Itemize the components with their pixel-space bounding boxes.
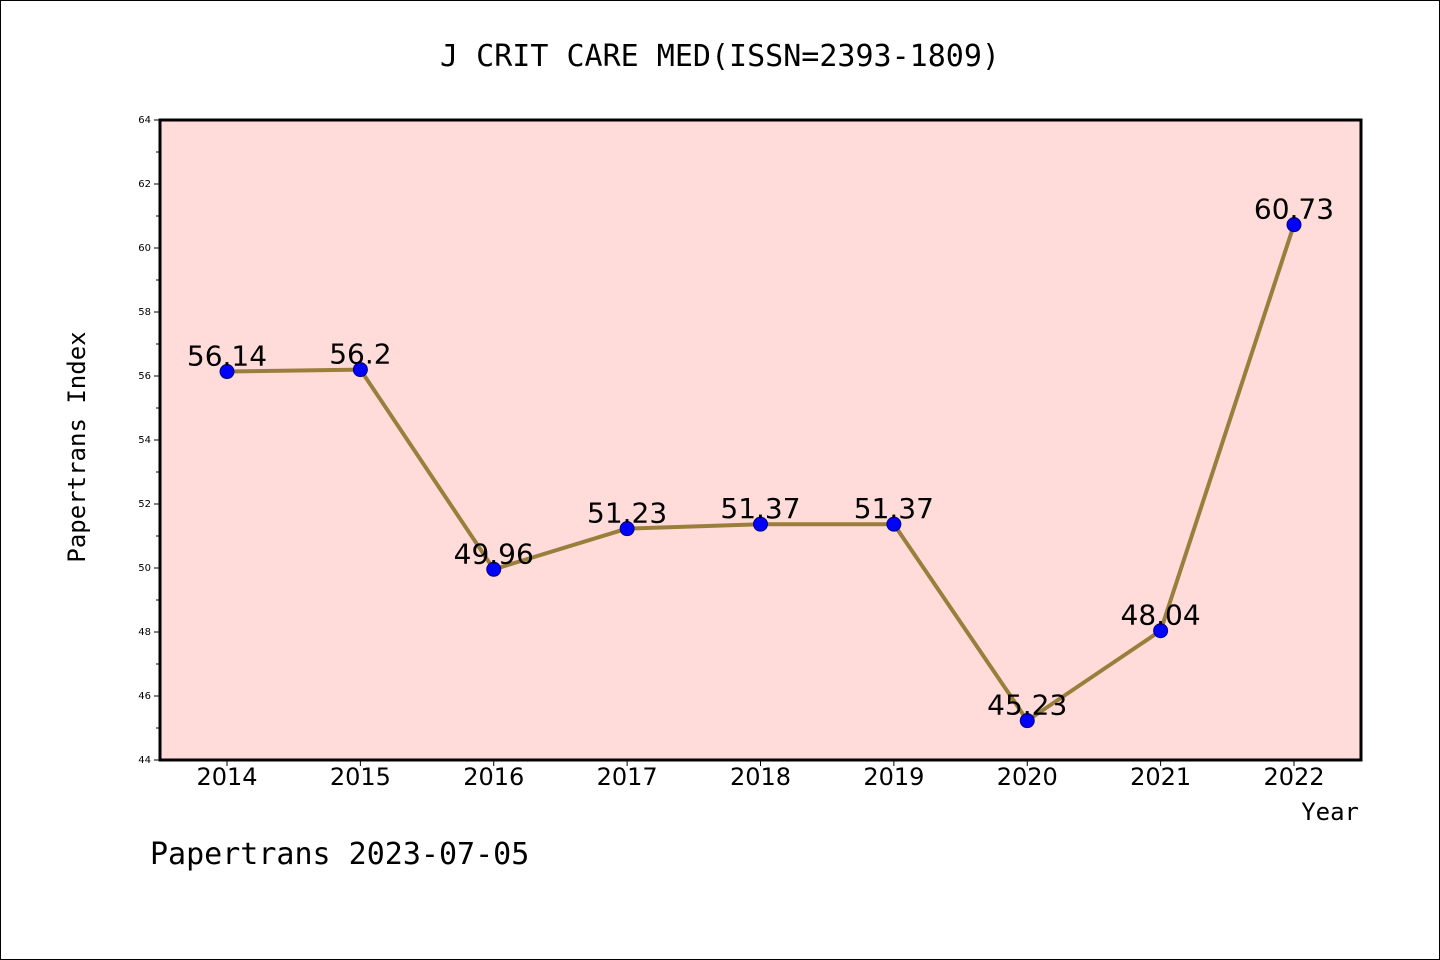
y-tick-label: 52 [138,499,151,510]
data-point [753,516,768,532]
y-tick-label: 64 [138,115,151,126]
plot-border [158,118,1363,762]
y-tick-label: 48 [138,627,151,638]
data-point [352,362,368,378]
y-tick-label: 56 [138,371,151,382]
data-point [886,516,902,532]
x-axis: 2014 2015 2016 2017 2018 2019 2020 2021 2022 [196,760,1325,791]
data-label: 48.04 [1121,599,1201,632]
data-label: 45.23 [987,689,1067,722]
x-tick-label: 2018 [730,763,791,791]
data-point [1019,713,1035,729]
x-tick-label: 2022 [1263,763,1324,791]
data-label: 51.37 [720,492,800,525]
y-axis: 44 46 48 50 52 54 56 58 60 62 64 [138,115,160,766]
y-tick-label: 60 [138,243,151,254]
data-labels: 56.14 56.2 49.96 51.23 51.37 51.37 45.23 48.04 6… [187,193,1334,722]
data-point [219,364,235,380]
plot-area [160,120,1361,760]
data-label: 51.23 [587,497,667,530]
footer-stamp: Papertrans 2023-07-05 [150,837,529,872]
x-axis-label: Year [1301,798,1359,826]
x-tick-label: 2017 [597,763,658,791]
y-tick-label: 44 [138,755,151,766]
x-tick-label: 2019 [863,763,924,791]
y-tick-label: 46 [138,691,151,702]
x-tick-label: 2021 [1130,763,1191,791]
data-label: 56.2 [329,338,391,371]
x-tick-label: 2015 [330,763,391,791]
data-point [486,561,502,577]
data-label: 49.96 [454,537,534,570]
data-points [219,217,1302,729]
y-axis-label: Papertrans Index [63,331,91,562]
data-label: 60.73 [1254,193,1334,226]
x-tick-label: 2020 [997,763,1058,791]
data-point [1153,623,1169,639]
x-tick-label: 2014 [196,763,257,791]
chart-title: J CRIT CARE MED(ISSN=2393-1809) [440,39,1000,74]
data-label: 51.37 [854,492,934,525]
y-tick-label: 50 [138,563,151,574]
data-label: 56.14 [187,340,267,373]
data-point [1286,217,1302,233]
y-tick-label: 54 [138,435,151,446]
y-tick-label: 58 [138,307,151,318]
data-point [619,521,635,537]
x-tick-label: 2016 [463,763,524,791]
y-tick-label: 62 [138,179,151,190]
